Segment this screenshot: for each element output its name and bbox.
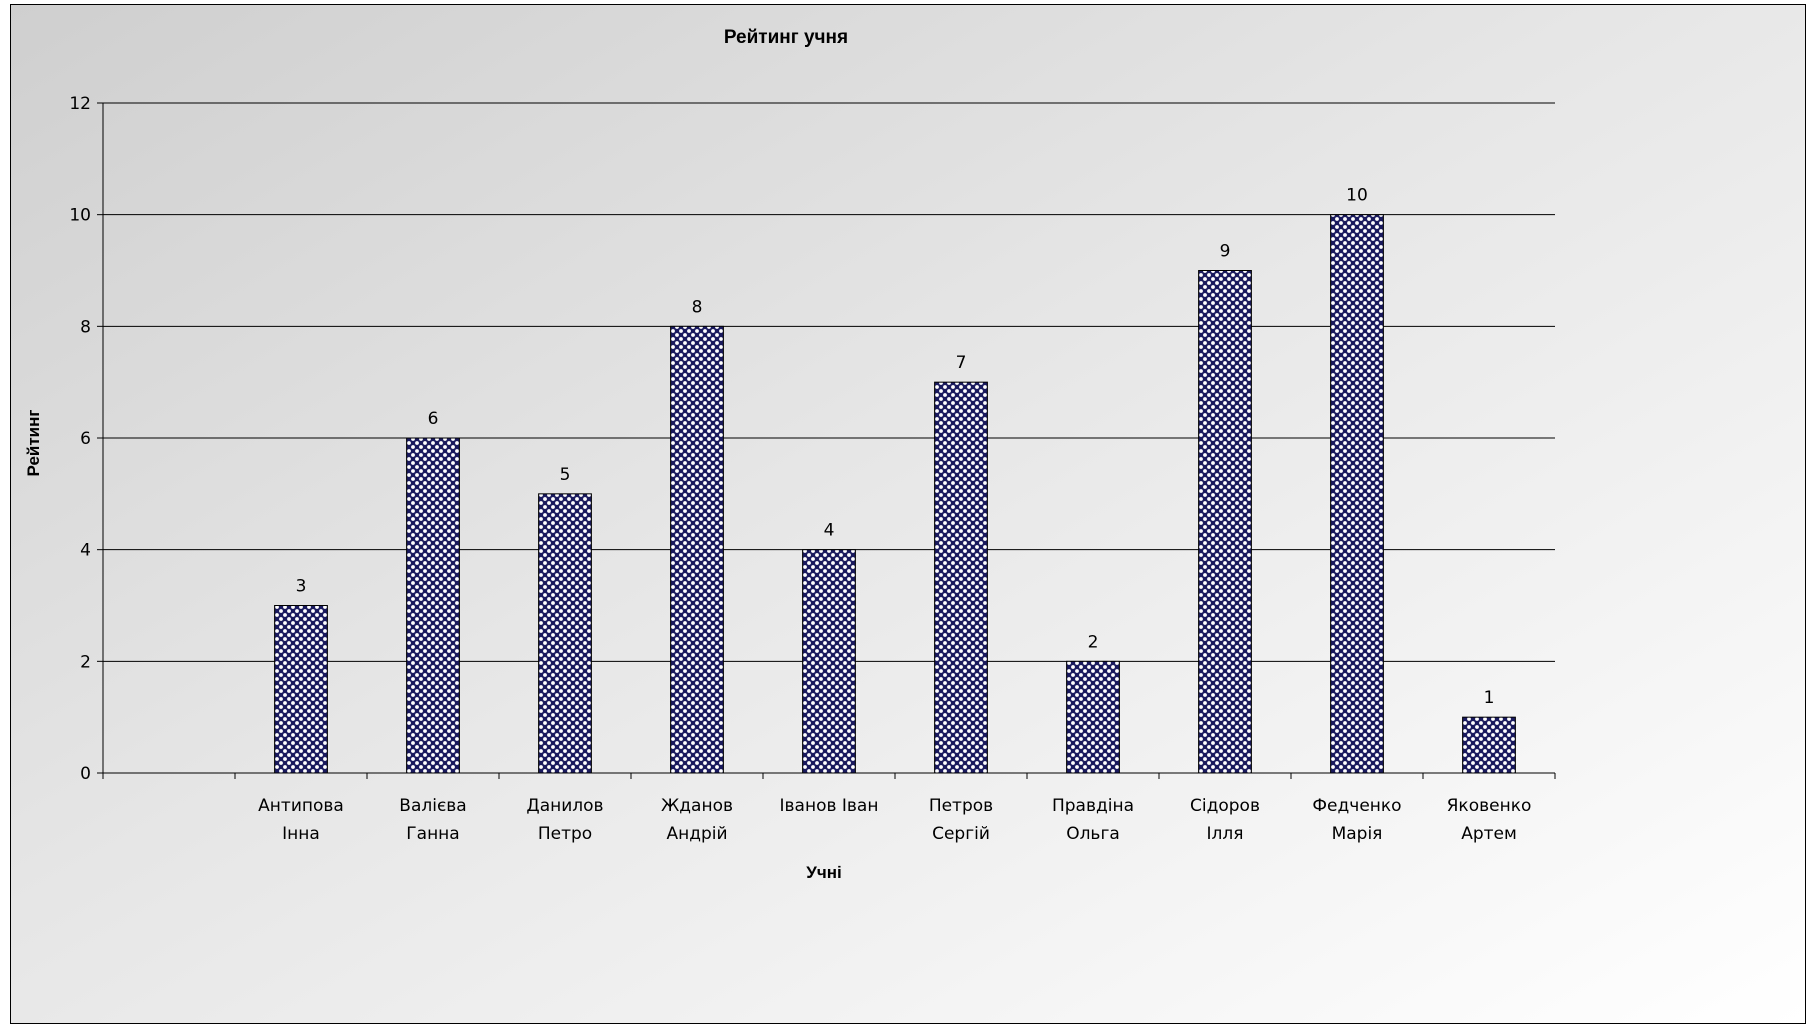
x-tick-label-line: Марія — [1332, 824, 1383, 844]
data-label: 7 — [956, 353, 967, 373]
x-tick-label: Валієва Ганна — [399, 796, 466, 844]
x-tick-label-line: Валієва — [399, 796, 466, 816]
y-tick-labels: 0 2 4 6 8 10 12 — [69, 94, 91, 784]
chart-title: Рейтинг учня — [724, 27, 848, 48]
x-tick-label: Правдіна Ольга — [1052, 796, 1134, 844]
data-label: 10 — [1346, 186, 1368, 206]
x-tick-label-line: Сідоров — [1190, 796, 1260, 816]
bar — [406, 437, 460, 774]
y-tick-label: 12 — [69, 94, 91, 114]
bar — [802, 549, 856, 774]
x-tick-label: Сідоров Ілля — [1190, 796, 1260, 844]
x-tick-label: Петров Сергій — [929, 796, 993, 844]
x-tick-label-line: Данилов — [526, 796, 603, 816]
x-tick-label-line: Ілля — [1207, 824, 1244, 844]
x-tick-label-line: Ганна — [406, 824, 459, 844]
x-axis-title: Учні — [806, 863, 841, 882]
data-label: 4 — [824, 521, 835, 541]
x-tick-label: Антипова Інна — [258, 796, 344, 844]
x-tick-label-line: Артем — [1461, 824, 1517, 844]
bar — [1330, 214, 1384, 774]
y-tick-label: 2 — [80, 652, 91, 672]
data-label: 6 — [428, 409, 439, 429]
y-tick-label: 0 — [80, 764, 91, 784]
axes — [97, 102, 1556, 779]
x-tick-label: Данилов Петро — [526, 796, 603, 844]
y-tick-label: 10 — [69, 206, 91, 226]
x-tick-label: Яковенко Артем — [1447, 796, 1532, 844]
x-tick-labels: Антипова Інна Валієва Ганна Данилов Петро Ждан… — [258, 796, 1532, 844]
data-label: 9 — [1220, 242, 1231, 262]
gridlines — [103, 102, 1555, 662]
data-label: 5 — [560, 465, 571, 485]
bar — [538, 493, 592, 774]
x-tick-label: Федченко Марія — [1312, 796, 1401, 844]
x-tick-label: Жданов Андрій — [661, 796, 733, 844]
bar — [934, 381, 988, 774]
bar — [1462, 716, 1516, 774]
x-tick-label: Іванов Іван — [780, 796, 879, 816]
x-tick-label-line: Антипова — [258, 796, 344, 816]
x-tick-label-line: Жданов — [661, 796, 733, 816]
x-tick-label-line: Ольга — [1066, 824, 1120, 844]
data-label: 2 — [1088, 632, 1099, 652]
bar — [1198, 270, 1252, 774]
x-tick-label-line: Андрій — [666, 824, 727, 844]
y-tick-label: 6 — [80, 429, 91, 449]
data-labels: 3 6 5 8 4 7 2 9 10 1 — [296, 186, 1495, 709]
bar — [1066, 660, 1120, 774]
data-label: 1 — [1484, 688, 1495, 708]
bar — [670, 325, 724, 774]
x-tick-label-line: Іванов Іван — [780, 796, 879, 816]
chart-area: Рейтинг учня Рейтинг Учні 0 2 4 6 8 10 12 Анти… — [10, 4, 1806, 1024]
x-tick-label-line: Федченко — [1312, 796, 1401, 816]
x-tick-label-line: Інна — [282, 824, 320, 844]
x-tick-label-line: Петров — [929, 796, 993, 816]
x-tick-label-line: Яковенко — [1447, 796, 1532, 816]
x-tick-label-line: Петро — [538, 824, 592, 844]
y-axis-title: Рейтинг — [24, 410, 43, 477]
y-tick-label: 8 — [80, 317, 91, 337]
y-tick-label: 4 — [80, 541, 91, 561]
x-tick-label-line: Сергій — [932, 824, 990, 844]
x-tick-label-line: Правдіна — [1052, 796, 1134, 816]
bars — [274, 214, 1516, 774]
data-label: 8 — [692, 297, 703, 317]
bar — [274, 605, 328, 774]
data-label: 3 — [296, 577, 307, 597]
